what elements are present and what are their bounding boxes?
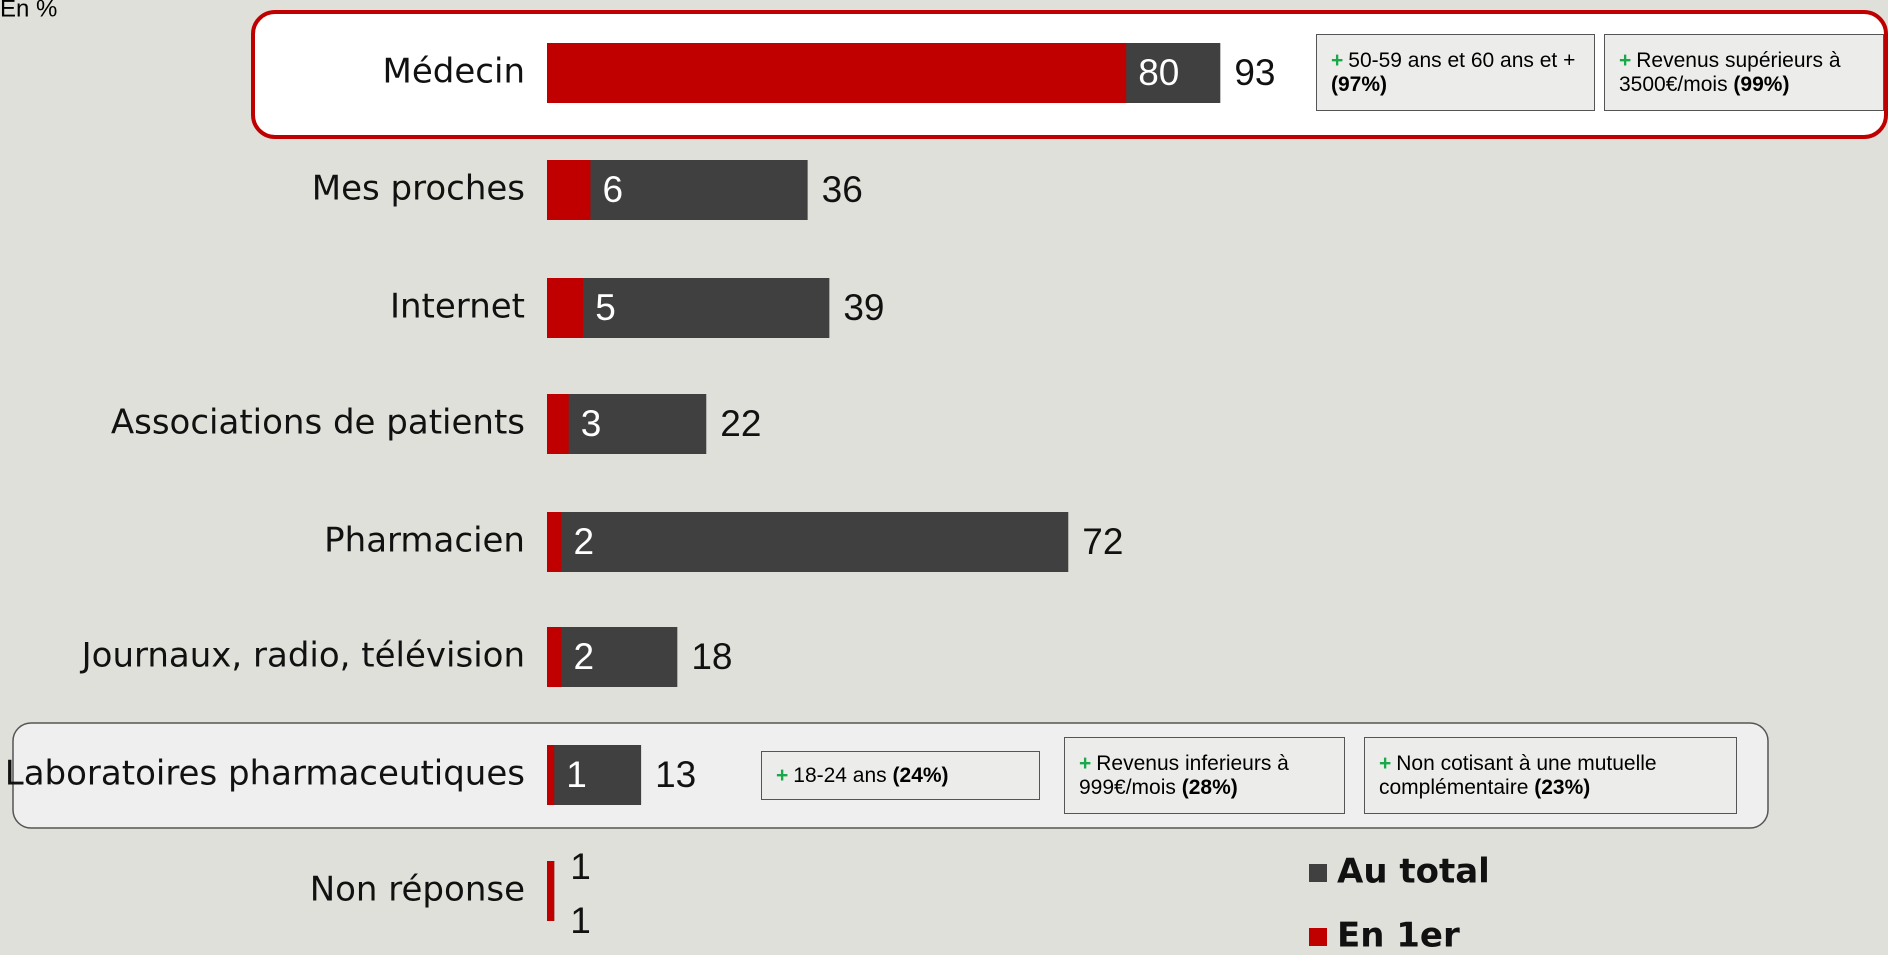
value-label-total: 93 [1234,52,1275,93]
bar-first [547,394,569,454]
value-label-total: 13 [655,754,696,795]
annotation-emphasis: (99%) [1733,72,1790,96]
category-label: Médecin [383,52,525,92]
category-label: Internet [390,287,525,327]
value-label-first: 2 [573,636,594,677]
value-label-first: 5 [595,287,616,328]
category-label: Mes proches [312,169,525,209]
legend-label: En 1er [1337,916,1460,955]
value-label-total: 22 [720,403,761,444]
bar-first [547,861,555,921]
legend-label: Au total [1337,852,1490,892]
bar-first [547,43,1127,103]
bar-first [547,512,562,572]
bar-total [547,512,1069,572]
category-label: Non réponse [310,870,525,910]
value-label-total: 36 [822,169,863,210]
annotation: + Non cotisant à une mutuelle complémenta… [1364,737,1737,814]
annotation-marker: + [1079,751,1092,775]
annotation-text: Revenus inferieurs à 999€/mois [1079,751,1289,799]
value-label-total: 72 [1082,521,1123,562]
bar-total [547,627,678,687]
bar-first [547,745,555,805]
annotation-emphasis: (24%) [892,763,949,787]
annotation-text: 18-24 ans [793,763,887,787]
legend-swatch [1309,864,1327,882]
annotation: + Revenus supérieurs à 3500€/mois (99%) [1604,34,1884,111]
bar-total [547,745,642,805]
annotation-text: 50-59 ans et 60 ans et + [1348,48,1576,72]
annotation-marker: + [1379,751,1392,775]
category-label: Associations de patients [111,403,525,443]
value-label-first: 1 [570,900,591,941]
bar-total [547,278,830,338]
annotation: + Revenus inferieurs à 999€/mois (28%) [1064,737,1345,814]
value-label-total: 1 [570,846,591,887]
value-label-first: 80 [1138,52,1179,93]
value-label-total: 18 [691,636,732,677]
annotation-marker: + [1331,48,1344,72]
legend-swatch [1309,928,1327,946]
annotation-emphasis: (23%) [1534,775,1591,799]
annotation-marker: + [776,763,789,787]
bar-total [547,394,707,454]
annotation-text: Revenus supérieurs à 3500€/mois [1619,48,1841,96]
value-label-first: 2 [573,521,594,562]
annotation: +18-24 ans (24%) [761,751,1040,800]
category-label: Pharmacien [324,521,525,561]
value-label-first: 1 [566,754,587,795]
value-label-first: 6 [602,169,623,210]
unit-label: En % [0,0,57,22]
bar-first [547,160,591,220]
value-label-total: 39 [843,287,884,328]
category-label: Journaux, radio, télévision [80,636,525,676]
annotation-text: Non cotisant à une mutuelle complémentai… [1379,751,1657,799]
bar-first [547,278,584,338]
bar-first [547,627,562,687]
annotation-emphasis: (97%) [1331,72,1388,96]
category-label: Laboratoires pharmaceutiques [5,754,525,794]
annotation-emphasis: (28%) [1181,775,1238,799]
annotation-marker: + [1619,48,1632,72]
annotation: +50-59 ans et 60 ans et + (97%) [1316,34,1595,111]
value-label-first: 3 [581,403,602,444]
